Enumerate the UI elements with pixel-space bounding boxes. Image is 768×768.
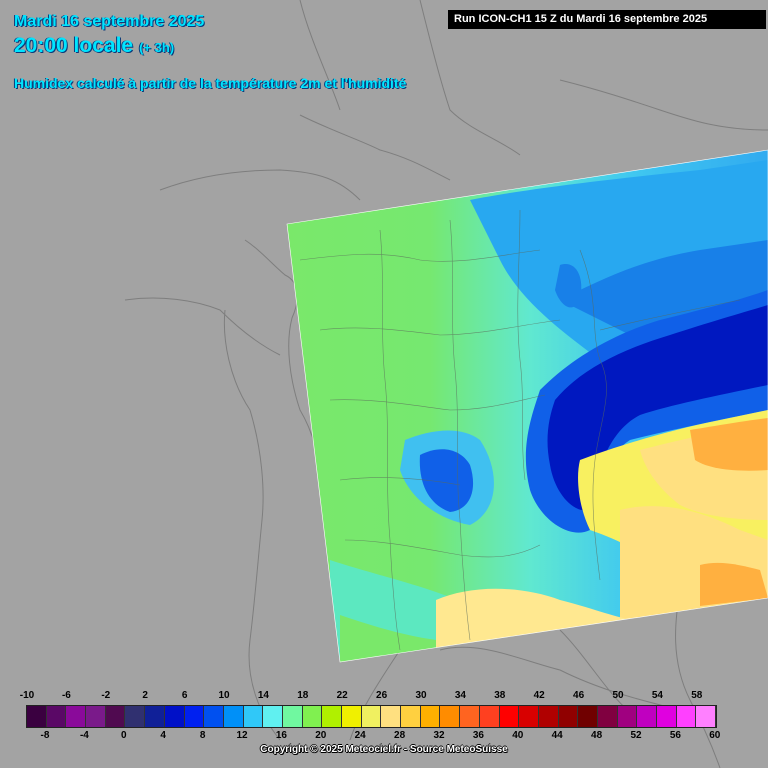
legend-swatch <box>637 706 657 727</box>
legend-swatch <box>105 706 126 727</box>
forecast-date: Mardi 16 septembre 2025 <box>14 13 205 30</box>
legend-swatch <box>46 706 67 727</box>
legend-tick-label: 42 <box>533 690 545 701</box>
legend-swatch <box>27 706 47 727</box>
legend-tick-label: 6 <box>181 690 188 701</box>
legend-tick-label: 18 <box>297 690 309 701</box>
legend-color-bar <box>26 705 718 728</box>
legend-swatch <box>66 706 87 727</box>
legend-upper-ticks: -10 -6 -2 2 6 10 14 18 22 26 30 34 38 42 46 50 54 58 <box>0 690 768 704</box>
legend-tick-label: 22 <box>336 690 348 701</box>
legend-tick-label: 50 <box>612 690 624 701</box>
legend-swatch <box>342 706 362 727</box>
region-borders <box>299 209 741 651</box>
map-description: Humidex calculé à partir de la températu… <box>14 75 407 91</box>
legend-swatch <box>223 706 244 727</box>
legend-swatch <box>597 706 618 727</box>
legend-swatch <box>86 706 106 727</box>
legend-tick-label: 4 <box>160 730 166 741</box>
legend-tick-label: 46 <box>573 690 585 701</box>
legend-tick-label: 32 <box>433 730 445 741</box>
legend-swatch <box>499 706 520 727</box>
legend-tick-label: 14 <box>257 690 269 701</box>
legend-swatch <box>381 706 402 727</box>
legend-swatch <box>401 706 421 727</box>
legend-tick-label: 56 <box>669 730 681 741</box>
legend-tick-label: -8 <box>40 730 50 741</box>
legend-swatch <box>145 706 165 727</box>
legend-tick-label: 2 <box>142 690 148 701</box>
legend-tick-label: 38 <box>494 690 506 701</box>
legend-swatch <box>282 706 303 727</box>
legend-tick-label: -10 <box>19 690 35 701</box>
legend-swatch <box>420 706 441 727</box>
legend-tick-label: 34 <box>454 690 466 701</box>
legend-tick-label: -4 <box>79 730 89 741</box>
legend-swatch <box>519 706 539 727</box>
legend-tick-label: 48 <box>591 730 603 741</box>
legend-tick-label: 28 <box>394 730 406 741</box>
legend-lower-ticks: -8 -4 0 4 8 12 16 20 24 28 32 36 40 44 48 52 56 60 <box>0 730 768 744</box>
legend-tick-label: 40 <box>512 730 524 741</box>
legend-swatch <box>538 706 559 727</box>
legend-tick-label: 54 <box>651 690 663 701</box>
legend-tick-label: 58 <box>691 690 703 701</box>
legend-swatch <box>479 706 500 727</box>
copyright-notice: Copyright © 2025 Meteociel.fr - Source M… <box>260 744 508 755</box>
legend-tick-label: 60 <box>709 730 721 741</box>
forecast-offset: (+ 3h) <box>139 40 175 55</box>
run-banner: Run ICON-CH1 15 Z du Mardi 16 septembre … <box>448 10 766 29</box>
legend-tick-label: 8 <box>199 730 206 741</box>
legend-swatch <box>322 706 342 727</box>
legend-tick-label: 20 <box>315 730 327 741</box>
legend-tick-label: 52 <box>630 730 642 741</box>
legend-tick-label: 10 <box>218 690 230 701</box>
legend-swatch <box>302 706 323 727</box>
legend-tick-label: 36 <box>472 730 484 741</box>
legend-swatch <box>184 706 205 727</box>
legend-tick-label: 0 <box>121 730 127 741</box>
legend-tick-label: 24 <box>354 730 366 741</box>
legend-tick-label: 44 <box>551 730 563 741</box>
legend-tick-label: 26 <box>376 690 388 701</box>
legend-tick-label: 16 <box>275 730 287 741</box>
legend-swatch <box>125 706 146 727</box>
legend-swatch <box>204 706 224 727</box>
legend-swatch <box>578 706 598 727</box>
humidex-field <box>287 150 768 662</box>
forecast-time-label: 20:00 locale <box>14 34 134 57</box>
legend-tick-label: 12 <box>236 730 248 741</box>
legend-swatch <box>243 706 264 727</box>
legend-swatch <box>676 706 697 727</box>
legend-swatch <box>164 706 185 727</box>
legend-swatch <box>440 706 461 727</box>
legend-tick-label: -2 <box>101 690 111 701</box>
legend-tick-label: 30 <box>415 690 427 701</box>
forecast-time: 20:00 locale (+ 3h) <box>14 34 174 58</box>
legend-swatch <box>361 706 382 727</box>
legend-tick-label: -6 <box>61 690 71 701</box>
legend-swatch <box>558 706 579 727</box>
legend-swatch <box>617 706 638 727</box>
model-domain-outline <box>286 149 768 663</box>
legend-swatch <box>460 706 480 727</box>
legend-swatch <box>263 706 283 727</box>
legend-swatch <box>657 706 677 727</box>
legend-swatch <box>696 706 717 727</box>
